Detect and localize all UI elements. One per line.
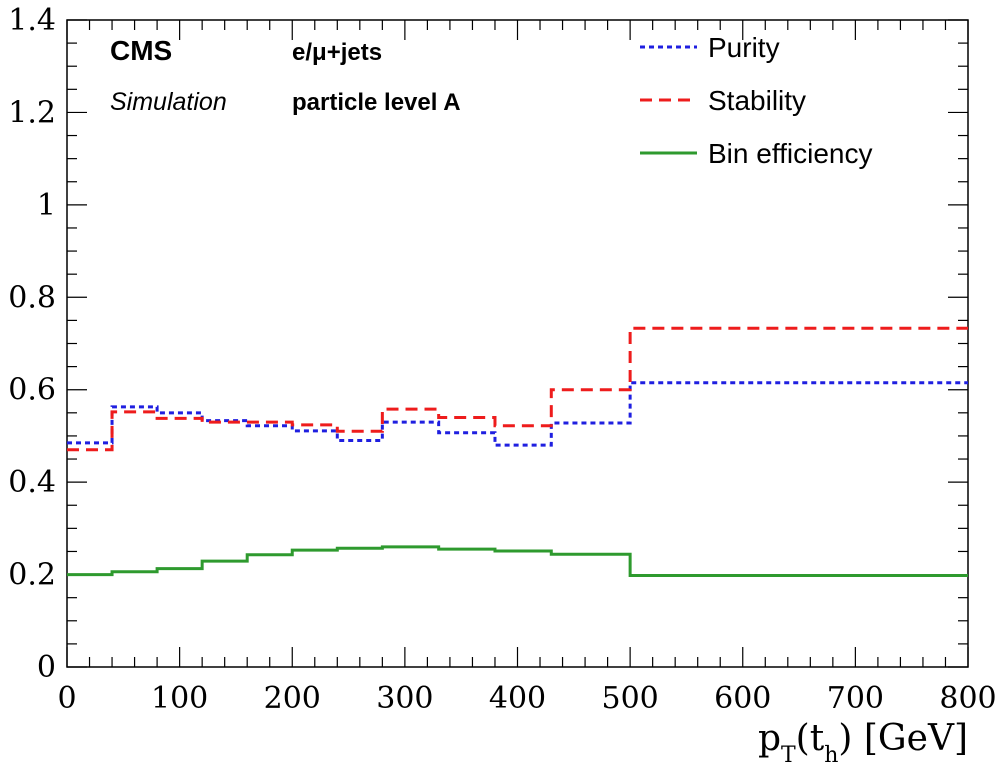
series-line-purity [67, 381, 968, 447]
legend-label-stability: Stability [708, 85, 806, 116]
y-tick-label: 1.4 [8, 3, 56, 38]
x-axis-title-p: p [758, 718, 781, 759]
legend-label-bin-efficiency: Bin efficiency [708, 138, 872, 169]
x-tick-label: 0 [57, 681, 76, 716]
x-axis-title-close: ) [GeV] [838, 718, 968, 759]
y-tick-label: 1.2 [8, 95, 56, 130]
y-tick-label: 0.8 [8, 280, 56, 315]
x-tick-label: 700 [827, 681, 884, 716]
y-tick-label: 1 [37, 188, 56, 223]
x-axis-title: pT(th) [GeV] [758, 718, 968, 768]
x-axis-title-open: (t [796, 718, 825, 759]
level-label: particle level A [292, 89, 461, 116]
cms-label: CMS [110, 35, 172, 66]
x-axis-title-sub-h: h [824, 743, 838, 768]
series-line-bin-efficiency [67, 545, 968, 577]
channel-label: e/μ+jets [292, 39, 382, 66]
x-axis-title-sub-t: T [781, 743, 796, 768]
legend-label-purity: Purity [708, 32, 780, 63]
x-tick-label: 800 [939, 681, 996, 716]
x-tick-label: 600 [714, 681, 771, 716]
y-tick-label: 0.4 [8, 465, 56, 500]
y-tick-label: 0.2 [8, 558, 56, 593]
x-tick-label: 300 [376, 681, 433, 716]
series-line-stability [67, 326, 968, 452]
x-tick-label: 100 [151, 681, 208, 716]
x-tick-label: 500 [601, 681, 658, 716]
legend: Purity Stability Bin efficiency [640, 32, 872, 169]
y-tick-label: 0 [37, 650, 56, 685]
x-tick-label: 200 [264, 681, 321, 716]
simulation-label: Simulation [110, 88, 227, 116]
y-tick-label: 0.6 [8, 373, 56, 408]
x-tick-label: 400 [489, 681, 546, 716]
